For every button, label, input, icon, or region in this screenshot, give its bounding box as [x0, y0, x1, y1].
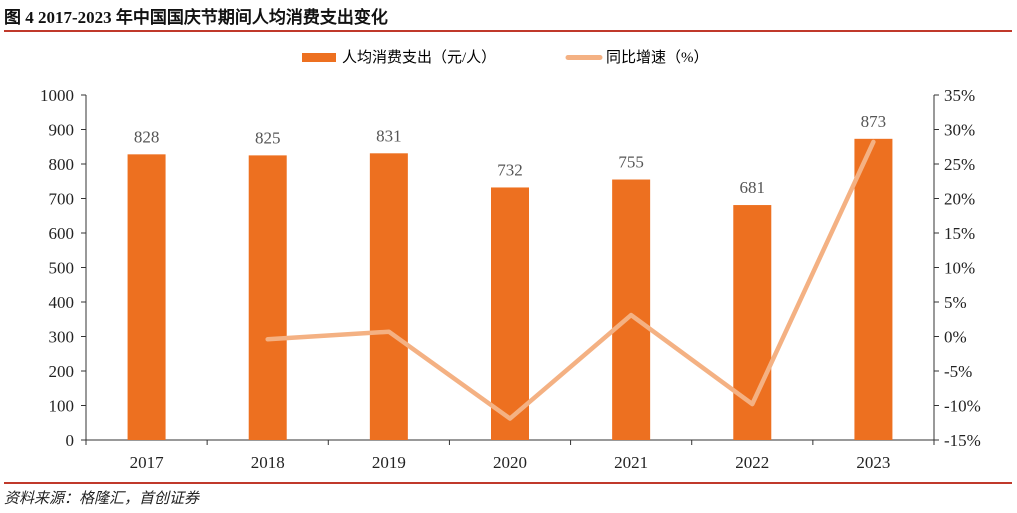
y-left-tick-label: 700 — [49, 190, 75, 209]
y-left-tick-label: 200 — [49, 362, 75, 381]
y-right-tick-label: 0% — [944, 328, 967, 347]
x-tick-label: 2023 — [856, 453, 890, 472]
bar — [369, 153, 408, 440]
x-tick-label: 2019 — [372, 453, 406, 472]
bar — [248, 155, 287, 440]
source-note: 资料来源：格隆汇，首创证券 — [4, 491, 200, 507]
axes: 0 100 200 300 400 500 600 700 800 900 1000 -15% -10%… — [40, 86, 981, 472]
legend: 人均消费支出（元/人） 同比增速（%） — [302, 49, 709, 66]
y-right-tick-label: 5% — [944, 293, 967, 312]
y-left-tick-label: 600 — [49, 224, 75, 243]
figure-title: 图 4 2017-2023 年中国国庆节期间人均消费支出变化 — [4, 8, 388, 27]
x-tick-label: 2017 — [130, 453, 165, 472]
y-right-tick-label: 25% — [944, 155, 975, 174]
y-right-tick-label: -5% — [944, 362, 972, 381]
bar-value-label: 831 — [376, 126, 402, 145]
bar — [612, 179, 651, 440]
bar — [491, 187, 529, 440]
y-left-tick-label: 400 — [49, 293, 75, 312]
x-tick-label: 2022 — [735, 453, 769, 472]
x-tick-label: 2021 — [614, 453, 648, 472]
growth-line — [265, 139, 876, 421]
y-left-tick-label: 300 — [49, 328, 75, 347]
y-left-tick-label: 800 — [49, 155, 75, 174]
bar-value-label: 755 — [618, 153, 644, 172]
x-tick-label: 2020 — [493, 453, 527, 472]
growth-line-path — [265, 139, 876, 421]
y-right-tick-label: 10% — [944, 259, 975, 278]
y-left-tick-label: 0 — [66, 431, 75, 450]
bar — [854, 138, 893, 440]
legend-label-line: 同比增速（%） — [606, 49, 709, 66]
y-left-tick-label: 1000 — [40, 86, 74, 105]
y-right-tick-label: 15% — [944, 224, 975, 243]
y-right-tick-label: 30% — [944, 121, 975, 140]
y-right-tick-label: -10% — [944, 397, 981, 416]
bar-value-label: 825 — [255, 128, 281, 147]
legend-swatch-bar — [302, 53, 336, 62]
x-tick-label: 2018 — [251, 453, 285, 472]
bar-value-label: 828 — [134, 127, 160, 146]
y-right-tick-label: 35% — [944, 86, 975, 105]
y-left-tick-label: 900 — [49, 121, 75, 140]
title-rule — [4, 30, 1012, 32]
y-right-tick-label: 20% — [944, 190, 975, 209]
y-left-tick-label: 500 — [49, 259, 75, 278]
bar — [127, 154, 166, 440]
bar-data-labels: 828 825 831 732 755 681 873 — [134, 112, 886, 197]
source-rule — [4, 482, 1012, 484]
y-left-tick-label: 100 — [49, 397, 75, 416]
bar-value-label: 732 — [497, 160, 523, 179]
bar-value-label: 681 — [740, 178, 766, 197]
legend-label-bar: 人均消费支出（元/人） — [342, 49, 496, 66]
y-right-tick-label: -15% — [944, 431, 981, 450]
bars — [127, 138, 893, 440]
bar-value-label: 873 — [861, 112, 887, 131]
